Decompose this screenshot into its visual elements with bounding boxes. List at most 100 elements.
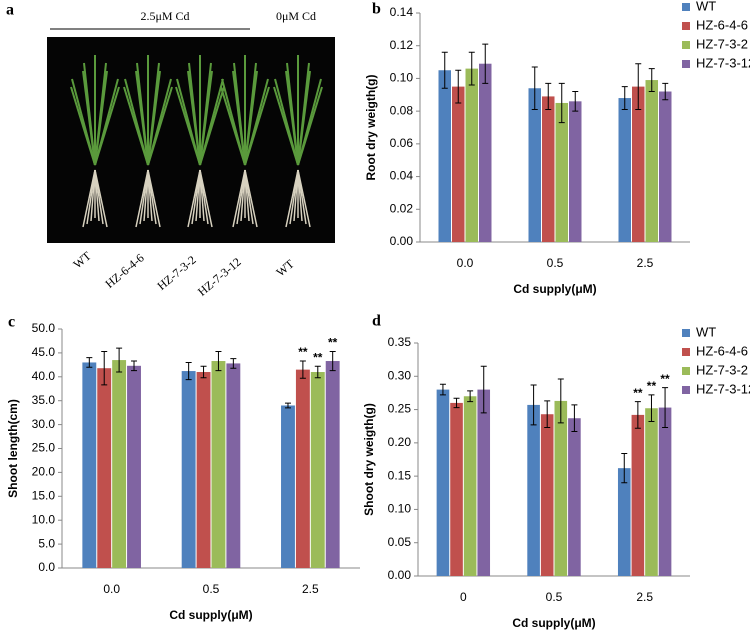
plant-label: HZ-7-3-2 — [154, 253, 198, 293]
error-bar — [185, 361, 192, 381]
panel-label: c — [8, 314, 15, 331]
plant-label: WT — [273, 256, 297, 279]
legend-swatch — [682, 348, 690, 356]
leaf — [147, 86, 173, 166]
bar — [617, 468, 631, 576]
y-tick-label: 0.02 — [390, 201, 414, 215]
bar — [463, 396, 477, 576]
bar — [631, 414, 645, 576]
error-bar — [572, 91, 579, 112]
bar — [82, 362, 97, 568]
x-tick-label: 2.5 — [636, 590, 653, 604]
leaf — [274, 78, 299, 166]
bar — [436, 389, 450, 576]
legend-label: HZ-7-3-12 — [696, 55, 750, 70]
x-axis-title: Cd supply(μM) — [169, 608, 252, 622]
x-tick-label: 0.5 — [203, 582, 220, 596]
legend-label: WT — [696, 0, 716, 13]
bar — [97, 368, 112, 568]
y-tick-label: 5.0 — [38, 536, 55, 550]
legend-swatch — [682, 60, 690, 68]
y-tick-label: 0.12 — [390, 38, 414, 52]
y-axis-title: Shoot dry weigth(g) — [362, 403, 376, 516]
legend-swatch — [682, 367, 690, 375]
legend-swatch — [682, 41, 690, 49]
y-tick-label: 0.08 — [390, 103, 414, 117]
plants — [70, 55, 323, 228]
y-tick-label: 0.35 — [388, 335, 412, 349]
bar — [659, 91, 672, 242]
x-tick-label: 0.0 — [103, 582, 120, 596]
error-bar — [571, 404, 578, 433]
y-tick-label: 30.0 — [32, 417, 56, 431]
leaf — [94, 70, 108, 166]
bar — [542, 96, 555, 243]
photo-panel: a 2.5μM Cd 0μM Cd — [6, 2, 335, 243]
leaf — [71, 78, 96, 166]
y-tick-label: 0.20 — [388, 435, 412, 449]
root — [297, 169, 311, 228]
error-bar — [284, 402, 291, 409]
error-bar — [441, 51, 448, 89]
leaf — [297, 70, 311, 166]
x-tick-label: 0.0 — [457, 256, 474, 270]
legend-label: WT — [696, 324, 716, 339]
leaf — [221, 78, 246, 166]
error-bar — [453, 397, 460, 409]
bar — [226, 363, 241, 568]
bar — [295, 369, 310, 568]
bar — [618, 98, 631, 242]
y-tick-label: 25.0 — [32, 441, 56, 455]
error-bar — [621, 453, 628, 484]
root — [244, 169, 258, 228]
bar — [555, 102, 568, 242]
y-tick-label: 0.25 — [388, 402, 412, 416]
legend-label: HZ-6-4-6 — [696, 17, 748, 32]
y-tick-label: 0.04 — [390, 169, 414, 183]
bar — [568, 418, 581, 576]
y-tick-label: 15.0 — [32, 488, 56, 502]
error-bar — [482, 43, 489, 84]
leaf — [188, 62, 201, 166]
panel-label: a — [6, 2, 14, 19]
legend-swatch — [682, 3, 690, 11]
bar — [438, 70, 451, 242]
leaf — [124, 78, 149, 166]
bar — [645, 408, 658, 576]
error-bar — [530, 384, 537, 426]
x-axis-title: Cd supply(μM) — [513, 282, 596, 296]
y-tick-label: 0.0 — [38, 560, 55, 574]
leaf — [136, 62, 149, 166]
root — [94, 169, 108, 228]
error-bar — [662, 82, 669, 101]
leaf — [244, 70, 258, 166]
error-bar — [116, 347, 123, 373]
y-axis-title: Root dry weigth(g) — [364, 75, 378, 181]
leaf — [233, 62, 246, 166]
error-bar — [329, 350, 336, 372]
leaf — [199, 70, 213, 166]
error-bar — [662, 387, 669, 429]
x-tick-label: 0.5 — [547, 256, 564, 270]
error-bar — [544, 400, 551, 429]
y-tick-label: 45.0 — [32, 345, 56, 359]
y-tick-label: 0.05 — [388, 535, 412, 549]
legend-swatch — [682, 386, 690, 394]
root — [147, 169, 161, 228]
y-tick-label: 10.0 — [32, 512, 56, 526]
x-tick-label: 0.5 — [546, 590, 563, 604]
bar — [658, 407, 672, 576]
panel-label: d — [372, 313, 381, 330]
bar — [211, 361, 226, 568]
error-bar — [215, 350, 222, 372]
bar — [450, 402, 463, 576]
leaf — [83, 62, 96, 166]
x-axis-title: Cd supply(μM) — [512, 616, 595, 630]
bar — [181, 371, 196, 568]
error-bar — [467, 390, 474, 403]
bar — [479, 63, 492, 243]
root — [199, 169, 213, 228]
error-bar — [635, 63, 642, 111]
bar — [325, 361, 340, 568]
